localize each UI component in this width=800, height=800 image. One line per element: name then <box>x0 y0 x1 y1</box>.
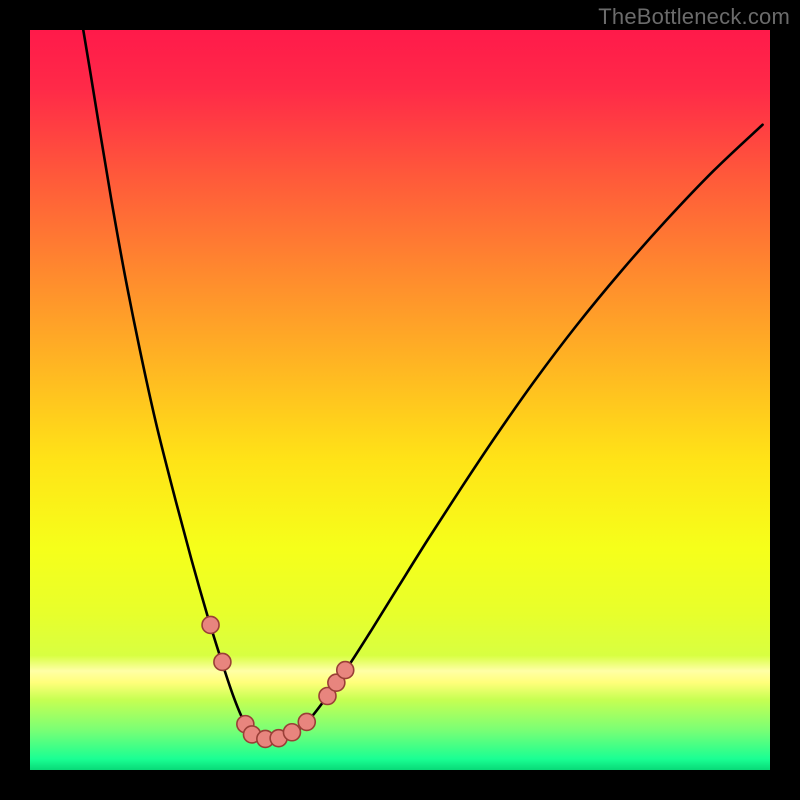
data-marker <box>298 713 315 730</box>
watermark-label: TheBottleneck.com <box>598 4 790 30</box>
plot-area <box>30 30 770 770</box>
bottleneck-curve <box>83 30 762 742</box>
data-marker <box>202 616 219 633</box>
data-marker <box>283 724 300 741</box>
data-marker <box>214 653 231 670</box>
data-marker <box>337 662 354 679</box>
chart-frame: TheBottleneck.com <box>0 0 800 800</box>
curve-overlay <box>30 30 770 770</box>
data-markers <box>202 616 354 747</box>
